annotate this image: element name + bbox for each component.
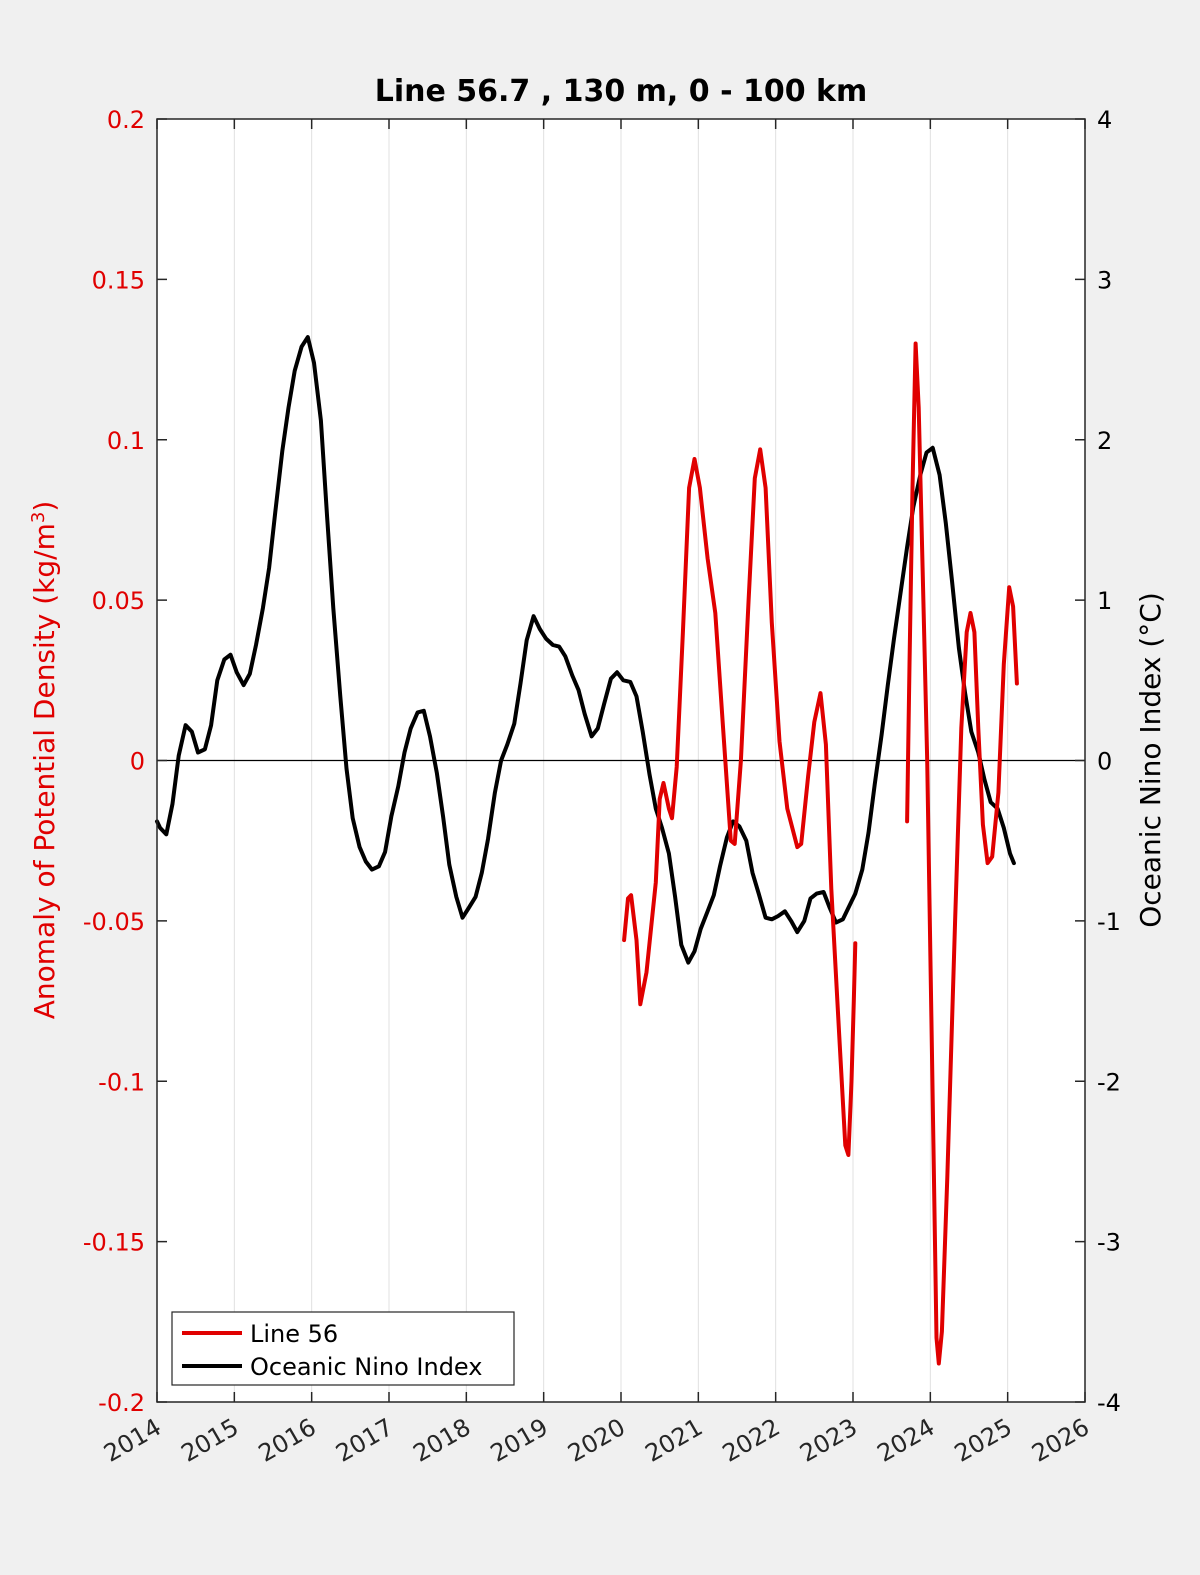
y-right-axis-label: Oceanic Nino Index (°C)	[1134, 592, 1167, 928]
y-left-tick-label: 0.05	[92, 587, 145, 615]
y-right-tick-label: 0	[1097, 748, 1112, 776]
series-line56-segment-0	[622, 447, 858, 1157]
legend-label-oni: Oceanic Nino Index	[250, 1353, 482, 1381]
x-tick-label: 2016	[254, 1413, 321, 1468]
y-right-tick-label: 2	[1097, 427, 1112, 455]
series-layer	[155, 335, 1019, 1366]
x-tick-label: 2018	[408, 1413, 475, 1468]
x-tick-label: 2026	[1027, 1413, 1094, 1468]
x-tick-label: 2015	[176, 1413, 243, 1468]
y-left-tick-label: -0.15	[83, 1229, 145, 1257]
x-tick-label: 2022	[718, 1413, 785, 1468]
y-right-tick-label: -2	[1097, 1068, 1121, 1096]
y-right-tick-label: 1	[1097, 587, 1112, 615]
y-right-tick-label: 4	[1097, 106, 1112, 134]
x-tick-label: 2019	[486, 1413, 553, 1468]
y-left-axis-label: Anomaly of Potential Density (kg/m3)	[28, 501, 61, 1020]
x-tick-label: 2020	[563, 1413, 630, 1468]
series-line56-segment-1	[905, 341, 1019, 1366]
chart-title: Line 56.7 , 130 m, 0 - 100 km	[375, 74, 868, 109]
legend-label-line56: Line 56	[250, 1320, 338, 1348]
y-left-tick-label: 0.15	[92, 266, 145, 294]
y-right-tick-label: -3	[1097, 1229, 1121, 1257]
y-right-tick-label: 3	[1097, 266, 1112, 294]
y-left-tick-label: 0	[130, 748, 145, 776]
legend: Line 56 Oceanic Nino Index	[171, 1311, 515, 1386]
y-left-tick-label: 0.2	[107, 106, 145, 134]
y-right-tick-label: -4	[1097, 1389, 1121, 1417]
y-left-tick-label: -0.1	[98, 1068, 145, 1096]
x-tick-label: 2021	[640, 1413, 707, 1468]
legend-box	[171, 1311, 515, 1386]
series-oni-segment-0	[155, 335, 1016, 965]
y-right-tick-label: -1	[1097, 908, 1121, 936]
x-tick-label: 2017	[331, 1413, 398, 1468]
y-left-tick-label: -0.2	[98, 1389, 145, 1417]
y-left-tick-label: -0.05	[83, 908, 145, 936]
y-left-tick-label: 0.1	[107, 427, 145, 455]
x-tick-label: 2014	[99, 1413, 166, 1468]
x-tick-label: 2025	[950, 1413, 1017, 1468]
x-tick-label: 2023	[795, 1413, 862, 1468]
x-tick-label: 2024	[872, 1413, 939, 1468]
